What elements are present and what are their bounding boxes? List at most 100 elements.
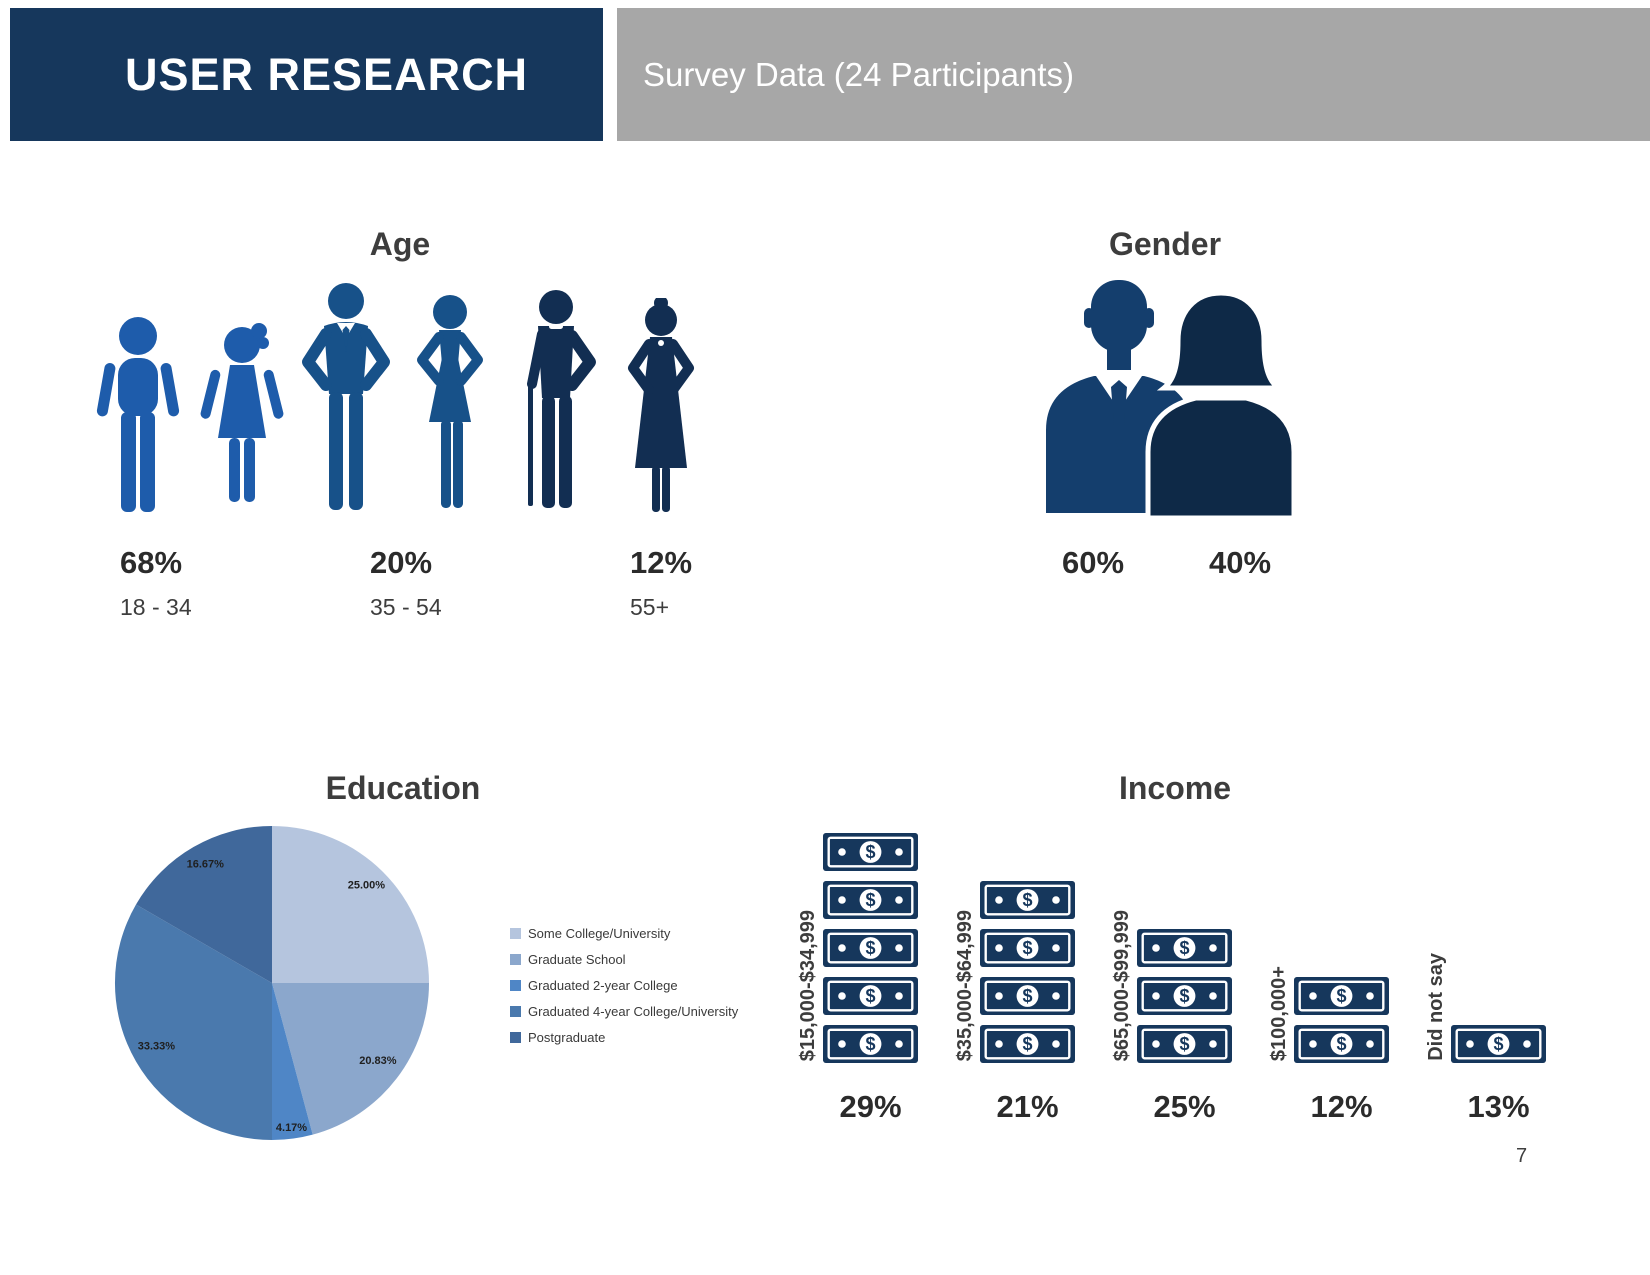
education-pie-chart: 25.00% 20.83% 4.17% 33.33% 16.67% [112,823,432,1143]
page-subtitle: Survey Data (24 Participants) [643,55,1075,93]
pie-slice-label: 16.67% [187,858,225,870]
svg-text:$: $ [865,938,875,958]
income-percent: 25% [1153,1089,1216,1124]
gender-female-percent: 40% [1208,545,1272,580]
pie-slice [272,983,429,1135]
svg-text:$: $ [1179,938,1189,958]
age-elderly-man-icon [527,290,596,508]
svg-text:$: $ [1022,1034,1032,1054]
legend-item: Graduated 2-year College [510,978,738,993]
age-adult-woman-icon [417,295,483,508]
svg-text:$: $ [1179,986,1189,1006]
age-child-girl-icon [200,323,284,502]
legend-item: Graduated 4-year College/University [510,1004,738,1019]
legend-label: Some College/University [528,926,671,941]
age-range: 18 - 34 [120,594,192,620]
gender-female-icon [1145,290,1297,518]
gender-male-percent: 60% [1061,545,1125,580]
dollar-bill-icon: $ [1137,1025,1232,1063]
income-range-label: $100,000+ [1268,965,1290,1061]
age-percent: 68% [120,545,183,580]
age-icons [88,280,733,520]
pie-slice-label: 25.00% [348,880,386,892]
svg-text:$: $ [1336,1034,1346,1054]
income-category: $65,000-$99,999 $ $ $ 25% [1111,909,1232,1125]
income-percent: 13% [1467,1089,1530,1124]
dollar-bill-icon: $ [1294,977,1389,1015]
income-stack: $ $ $ $ $ [823,833,918,1063]
income-range-label: $35,000-$64,999 [954,909,976,1061]
svg-text:$: $ [865,890,875,910]
legend-swatch-icon [510,954,521,965]
dollar-bill-icon: $ [980,881,1075,919]
legend-label: Graduated 4-year College/University [528,1004,739,1019]
age-elderly-woman-icon [628,298,694,512]
svg-text:$: $ [865,842,875,862]
pie-slice [136,826,272,983]
page-title: USER RESEARCH [125,48,529,100]
dollar-bill-icon: $ [1137,977,1232,1015]
age-range: 35 - 54 [370,594,442,620]
dollar-bill-icon: $ [1294,1025,1389,1063]
page-number: 7 [1516,1145,1528,1167]
age-percent: 12% [630,545,693,580]
svg-text:$: $ [1022,890,1032,910]
income-percent: 12% [1310,1089,1373,1124]
svg-text:$: $ [865,1034,875,1054]
income-title: Income [1118,770,1232,806]
header-title-block: USER RESEARCH [10,8,603,141]
income-category: $100,000+ $ $ 12% [1268,965,1389,1125]
pie-slice [114,904,273,1140]
income-category: Did not say $ 13% [1425,953,1546,1125]
gender-title: Gender [1108,226,1222,262]
dollar-bill-icon: $ [980,1025,1075,1063]
age-range: 55+ [630,594,670,620]
pie-slice-label: 33.33% [138,1041,176,1053]
income-stack: $ $ $ [1137,929,1232,1063]
income-stack: $ $ $ $ [980,881,1075,1063]
legend-label: Graduated 2-year College [528,978,678,993]
dollar-bill-icon: $ [1451,1025,1546,1063]
income-stack: $ $ [1294,977,1389,1063]
dollar-bill-icon: $ [1137,929,1232,967]
header-subtitle-block: Survey Data (24 Participants) [617,8,1650,141]
income-range-label: $65,000-$99,999 [1111,909,1133,1061]
dollar-bill-icon: $ [823,929,918,967]
dollar-bill-icon: $ [823,1025,918,1063]
age-group-3: 12% 55+ [630,545,692,621]
dollar-bill-icon: $ [823,833,918,871]
dollar-bill-icon: $ [980,929,1075,967]
legend-label: Postgraduate [528,1030,606,1045]
svg-text:$: $ [1179,1034,1189,1054]
legend-item: Some College/University [510,926,738,941]
income-percent: 21% [996,1089,1059,1124]
dollar-bill-icon: $ [980,977,1075,1015]
age-group-2: 20% 35 - 54 [370,545,442,621]
age-percent: 20% [370,545,433,580]
income-range-label: Did not say [1425,953,1447,1061]
dollar-bill-icon: $ [823,977,918,1015]
income-percent: 29% [839,1089,902,1124]
age-group-1: 68% 18 - 34 [120,545,192,621]
income-chart: $15,000-$34,999 $ $ $ $ $ 29% $35,000-$64,99… [797,790,1546,1125]
legend-swatch-icon [510,980,521,991]
income-category: $15,000-$34,999 $ $ $ $ $ 29% [797,833,918,1125]
legend-item: Postgraduate [510,1030,738,1045]
legend-label: Graduate School [528,952,626,967]
age-adult-man-icon [302,283,390,510]
income-category: $35,000-$64,999 $ $ $ $ 21% [954,881,1075,1125]
income-stack: $ [1451,1025,1546,1063]
pie-slice [272,826,429,983]
education-legend: Some College/University Graduate School Gr… [510,926,738,1056]
pie-slice [272,983,313,1140]
pie-slice-label: 20.83% [359,1055,397,1067]
svg-text:$: $ [1493,1034,1503,1054]
pie-slice-label: 4.17% [276,1122,307,1134]
age-title: Age [369,226,431,262]
gender-icons [1032,278,1322,523]
svg-text:$: $ [1336,986,1346,1006]
legend-swatch-icon [510,1032,521,1043]
education-pie-svg: 25.00% 20.83% 4.17% 33.33% 16.67% [114,826,429,1140]
dollar-bill-icon: $ [823,881,918,919]
